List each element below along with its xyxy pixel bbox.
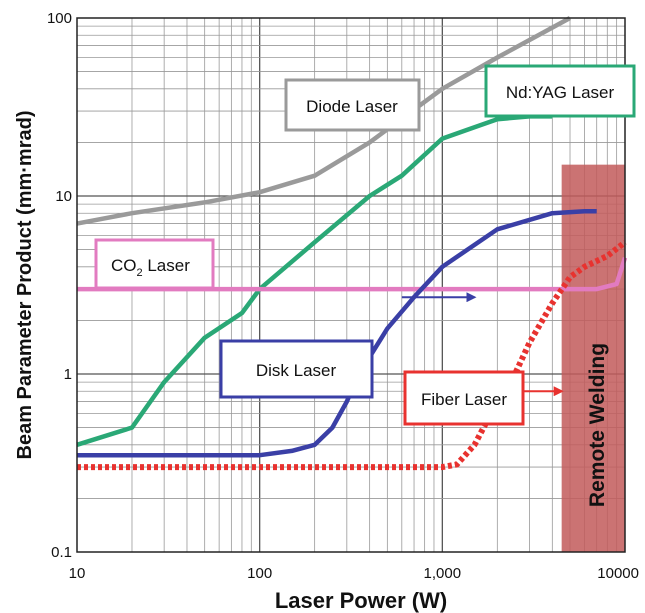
series-line-fiber-laser	[77, 239, 627, 471]
label-diode-laser: Diode Laser	[284, 78, 421, 132]
tick-labels: 10 100 1,000 10000 0.1 1 10 100	[47, 10, 639, 582]
label-fiber-laser-text: Fiber Laser	[421, 390, 507, 409]
label-co2-laser-text: CO2 Laser	[111, 256, 190, 279]
series-lines	[76, 16, 628, 471]
label-disk-laser-text: Disk Laser	[256, 361, 337, 380]
series-line-nd-yag-laser	[76, 114, 553, 447]
x-tick-label: 10000	[597, 565, 639, 582]
series-line-co2-laser	[77, 257, 628, 292]
label-co2-laser: CO2 Laser	[94, 238, 215, 290]
x-tick-label: 1,000	[424, 565, 462, 582]
label-diode-laser-text: Diode Laser	[306, 97, 398, 116]
label-ndyag-laser: Nd:YAG Laser	[484, 64, 636, 118]
y-tick-label: 100	[47, 10, 72, 27]
y-tick-label: 0.1	[51, 544, 72, 561]
x-axis-title: Laser Power (W)	[275, 588, 447, 613]
x-tick-label: 100	[247, 565, 272, 582]
remote-welding-region	[561, 164, 625, 552]
y-tick-label: 1	[64, 366, 72, 383]
x-tick-label: 10	[69, 565, 86, 582]
label-co2-tail: Laser	[143, 256, 191, 275]
label-disk-laser: Disk Laser	[219, 339, 374, 399]
label-co2-sub: 2	[137, 267, 143, 279]
label-co2-main: CO	[111, 256, 137, 275]
remote-welding-label: Remote Welding	[586, 343, 609, 507]
series-line-diode-laser	[76, 16, 572, 226]
y-axis-title: Beam Parameter Product (mm·mrad)	[14, 111, 36, 460]
label-fiber-laser: Fiber Laser	[403, 370, 525, 426]
label-ndyag-laser-text: Nd:YAG Laser	[506, 83, 615, 102]
plot-frame	[76, 17, 626, 553]
y-tick-label: 10	[55, 188, 72, 205]
